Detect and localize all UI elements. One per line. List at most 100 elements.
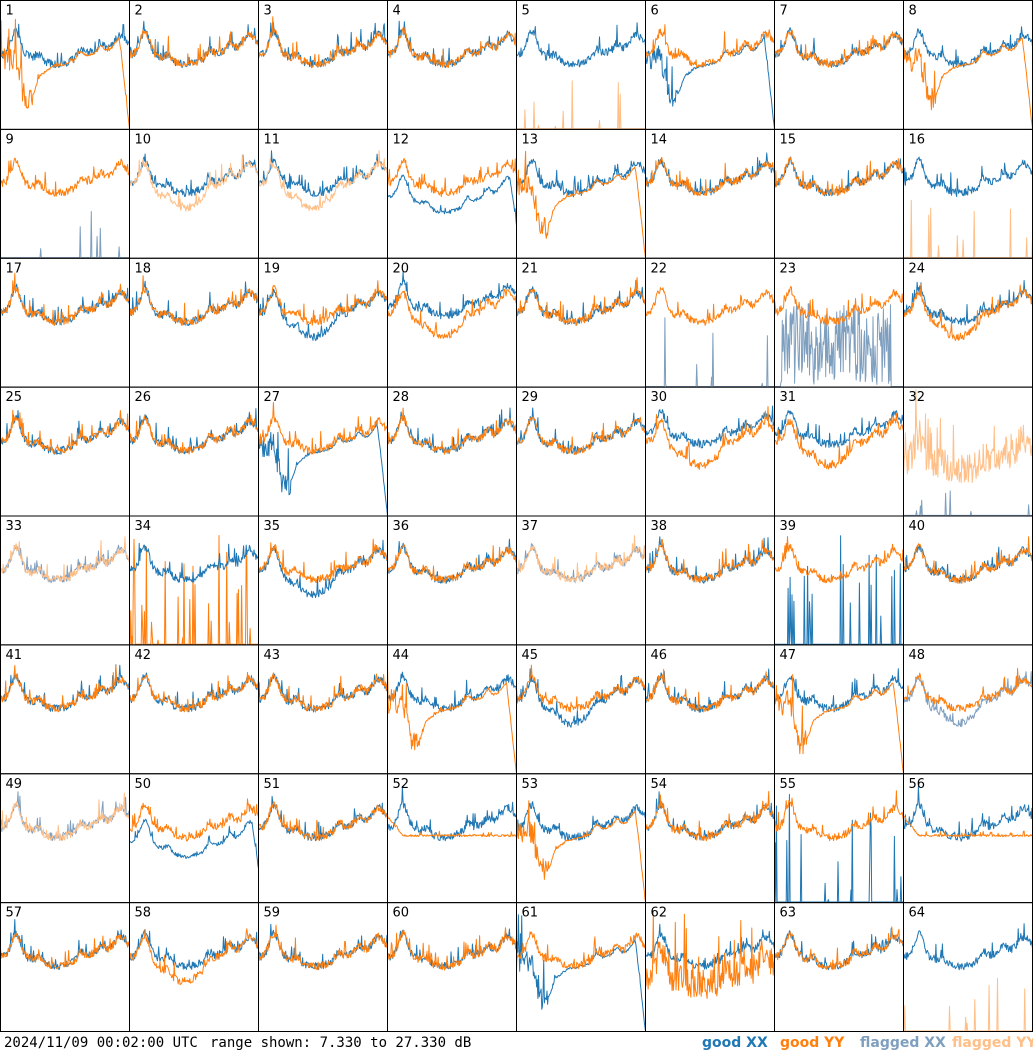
yy-trace xyxy=(774,412,904,470)
panel-7: 7 xyxy=(774,0,904,130)
xx-trace xyxy=(516,22,646,68)
panel-35: 35 xyxy=(258,515,388,646)
yy-trace xyxy=(258,801,388,841)
spike-trace xyxy=(516,80,646,130)
yy-trace xyxy=(516,150,646,258)
yy-trace xyxy=(0,665,130,713)
yy-trace xyxy=(129,29,259,67)
panel-lines xyxy=(258,538,388,599)
panel-label: 33 xyxy=(6,519,23,534)
yy-trace xyxy=(387,288,517,339)
panel-15: 15 xyxy=(774,128,904,259)
yy-trace xyxy=(387,815,517,838)
xx-trace xyxy=(387,271,517,320)
panel-lines xyxy=(645,791,775,842)
panel-28: 28 xyxy=(387,386,517,517)
panel-63: 63 xyxy=(774,902,904,1032)
panel-lines xyxy=(903,667,1033,728)
panel-label: 60 xyxy=(393,906,410,921)
yy-trace xyxy=(645,406,775,470)
panel-border xyxy=(516,386,646,517)
panel-label: 41 xyxy=(6,648,23,663)
panel-lines xyxy=(774,926,904,971)
panel-60: 60 xyxy=(387,902,517,1032)
panel-43: 43 xyxy=(258,644,388,775)
yy-trace xyxy=(0,409,130,455)
panel-lines xyxy=(129,798,259,869)
panel-label: 50 xyxy=(135,777,152,792)
panel-lines xyxy=(258,672,388,713)
legend-flagged-yy: flagged YY xyxy=(952,1035,1033,1051)
panel-62: 62 xyxy=(645,902,775,1032)
panel-lines xyxy=(258,280,388,341)
yy-trace xyxy=(903,283,1033,341)
panel-label: 8 xyxy=(909,4,917,19)
panel-label: 58 xyxy=(135,906,152,921)
panel-lines xyxy=(903,785,1033,842)
panel-label: 51 xyxy=(264,777,281,792)
yy-trace xyxy=(387,664,517,774)
yy-trace xyxy=(774,536,904,584)
yy-trace xyxy=(774,29,904,68)
panel-54: 54 xyxy=(645,773,775,904)
xx-trace xyxy=(0,23,130,69)
yy-trace xyxy=(258,150,388,212)
panel-label: 57 xyxy=(6,906,23,921)
yy-trace xyxy=(387,26,517,69)
yy-trace xyxy=(258,538,388,583)
xx-trace xyxy=(645,405,775,449)
yy-trace xyxy=(258,924,388,970)
xx-trace xyxy=(903,785,1033,842)
panel-26: 26 xyxy=(129,386,259,517)
panel-label: 39 xyxy=(780,519,797,534)
panel-21: 21 xyxy=(516,257,646,388)
panel-8: 8 xyxy=(903,0,1033,130)
panel-47: 47 xyxy=(774,644,904,775)
panel-label: 52 xyxy=(393,777,410,792)
xx-trace xyxy=(129,818,259,869)
panel-label: 24 xyxy=(909,261,926,276)
panel-44: 44 xyxy=(387,644,517,775)
yy-trace xyxy=(516,664,646,713)
yy-trace xyxy=(129,671,259,713)
panel-border xyxy=(645,128,775,259)
yy-trace xyxy=(129,798,259,842)
panel-lines xyxy=(774,410,904,470)
panel-lines xyxy=(645,24,775,129)
panel-36: 36 xyxy=(387,515,517,646)
panel-lines xyxy=(129,928,259,985)
panel-label: 64 xyxy=(909,906,926,921)
yy-trace xyxy=(129,154,259,212)
yy-trace xyxy=(0,272,130,326)
spike-trace xyxy=(903,199,1033,259)
panel-label: 25 xyxy=(6,390,23,405)
panel-14: 14 xyxy=(645,128,775,259)
panel-lines xyxy=(387,407,517,455)
yy-trace xyxy=(516,535,646,584)
panel-border xyxy=(258,644,388,775)
panel-label: 62 xyxy=(651,906,668,921)
xx-trace xyxy=(645,923,775,970)
yy-trace xyxy=(645,24,775,68)
xx-trace xyxy=(387,785,517,842)
panel-lines xyxy=(258,401,388,516)
panel-lines xyxy=(516,914,646,1031)
panel-34: 34 xyxy=(129,515,259,646)
panel-13: 13 xyxy=(516,128,646,259)
xx-trace xyxy=(129,929,259,970)
panel-label: 22 xyxy=(651,261,668,276)
panel-border xyxy=(387,386,517,517)
panel-label: 6 xyxy=(651,4,659,19)
panel-label: 31 xyxy=(780,390,797,405)
xx-trace xyxy=(645,152,775,196)
panel-label: 14 xyxy=(651,132,668,147)
panel-border xyxy=(258,515,388,646)
panel-border xyxy=(387,128,517,259)
panel-label: 26 xyxy=(135,390,152,405)
panel-label: 12 xyxy=(393,132,410,147)
panel-1: 1 xyxy=(0,0,130,130)
panel-border xyxy=(645,386,775,517)
panel-lines xyxy=(0,536,130,584)
panel-lines xyxy=(258,795,388,842)
panel-lines xyxy=(0,919,130,970)
